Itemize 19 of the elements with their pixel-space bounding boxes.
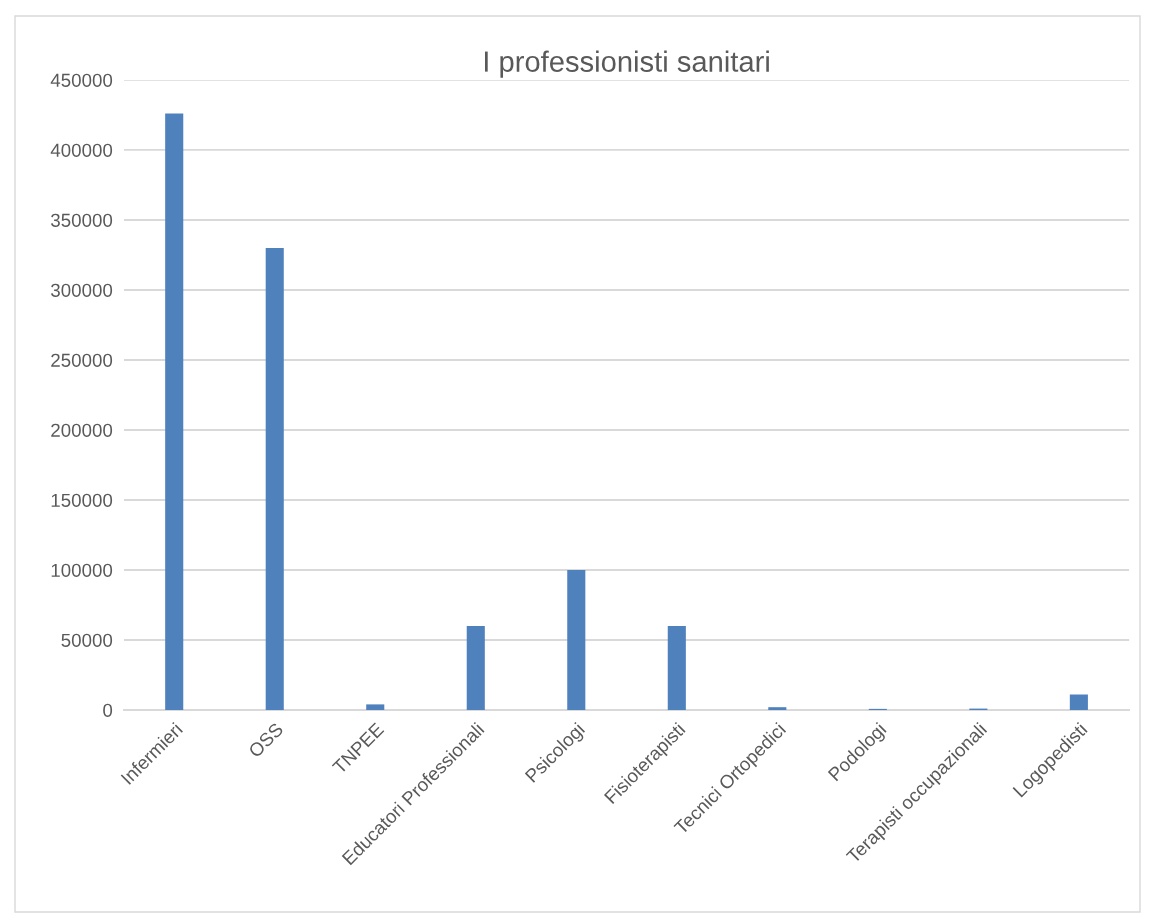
y-tick-label: 100000: [51, 563, 113, 577]
y-tick-label: 0: [103, 703, 113, 717]
y-tick-label: 150000: [51, 493, 113, 507]
bar: [667, 625, 686, 710]
bar: [165, 113, 184, 710]
bar: [265, 247, 284, 710]
bar: [567, 569, 586, 710]
bar: [366, 704, 385, 710]
y-tick-label: 400000: [50, 143, 113, 157]
y-tick-label: 200000: [51, 423, 113, 437]
y-tick-label: 450000: [50, 73, 113, 87]
y-tick-label: 250000: [51, 353, 113, 367]
chart-title: I professionisti sanitari: [484, 50, 769, 78]
bar: [768, 707, 787, 710]
y-tick-label: 350000: [51, 213, 113, 227]
bar: [1069, 694, 1088, 710]
y-tick-label: 300000: [51, 283, 113, 297]
bar: [466, 625, 485, 710]
y-tick-label: 50000: [61, 633, 113, 647]
